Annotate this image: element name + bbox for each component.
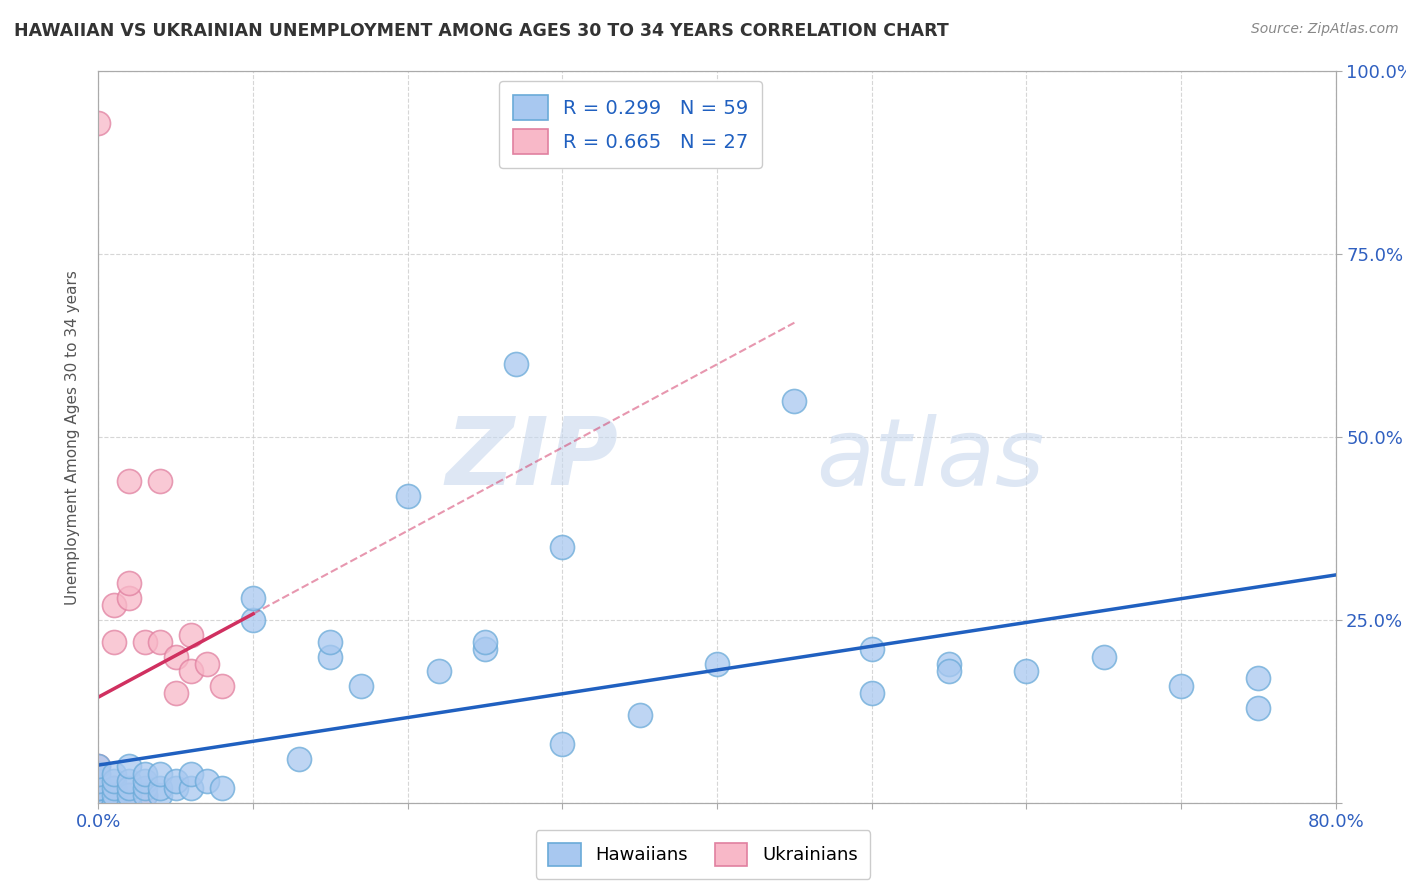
Point — [319, 635, 342, 649]
Point — [180, 766, 202, 780]
Point — [427, 664, 450, 678]
Point — [87, 766, 110, 780]
Point — [87, 773, 110, 788]
Point — [319, 649, 342, 664]
Point — [396, 489, 419, 503]
Point — [87, 789, 110, 803]
Point — [242, 591, 264, 605]
Point — [103, 773, 125, 788]
Point — [118, 576, 141, 591]
Legend: Hawaiians, Ukrainians: Hawaiians, Ukrainians — [536, 830, 870, 879]
Point — [149, 781, 172, 796]
Point — [149, 789, 172, 803]
Point — [474, 642, 496, 657]
Point — [195, 773, 218, 788]
Text: ZIP: ZIP — [446, 413, 619, 505]
Point — [103, 599, 125, 613]
Point — [87, 796, 110, 810]
Point — [134, 789, 156, 803]
Point — [938, 657, 960, 671]
Point — [706, 657, 728, 671]
Text: Source: ZipAtlas.com: Source: ZipAtlas.com — [1251, 22, 1399, 37]
Point — [134, 635, 156, 649]
Text: HAWAIIAN VS UKRAINIAN UNEMPLOYMENT AMONG AGES 30 TO 34 YEARS CORRELATION CHART: HAWAIIAN VS UKRAINIAN UNEMPLOYMENT AMONG… — [14, 22, 949, 40]
Point — [165, 686, 187, 700]
Point — [628, 708, 651, 723]
Point — [118, 781, 141, 796]
Point — [149, 766, 172, 780]
Point — [505, 357, 527, 371]
Point — [180, 781, 202, 796]
Y-axis label: Unemployment Among Ages 30 to 34 years: Unemployment Among Ages 30 to 34 years — [65, 269, 80, 605]
Point — [165, 781, 187, 796]
Point — [118, 796, 141, 810]
Point — [1247, 672, 1270, 686]
Point — [149, 474, 172, 488]
Point — [783, 393, 806, 408]
Point — [103, 781, 125, 796]
Point — [211, 679, 233, 693]
Point — [87, 796, 110, 810]
Point — [551, 737, 574, 751]
Point — [87, 789, 110, 803]
Point — [211, 781, 233, 796]
Point — [165, 773, 187, 788]
Point — [103, 766, 125, 780]
Point — [87, 781, 110, 796]
Point — [103, 635, 125, 649]
Legend: R = 0.299   N = 59, R = 0.665   N = 27: R = 0.299 N = 59, R = 0.665 N = 27 — [499, 81, 762, 168]
Point — [242, 613, 264, 627]
Point — [87, 759, 110, 773]
Point — [118, 789, 141, 803]
Point — [938, 664, 960, 678]
Point — [1247, 700, 1270, 714]
Point — [118, 789, 141, 803]
Point — [165, 649, 187, 664]
Point — [118, 759, 141, 773]
Point — [103, 796, 125, 810]
Point — [350, 679, 373, 693]
Point — [87, 759, 110, 773]
Point — [134, 766, 156, 780]
Point — [103, 796, 125, 810]
Point — [474, 635, 496, 649]
Point — [134, 789, 156, 803]
Point — [134, 773, 156, 788]
Point — [1170, 679, 1192, 693]
Point — [134, 781, 156, 796]
Point — [1092, 649, 1115, 664]
Point — [118, 591, 141, 605]
Point — [149, 635, 172, 649]
Point — [288, 752, 311, 766]
Text: atlas: atlas — [815, 414, 1045, 505]
Point — [103, 789, 125, 803]
Point — [180, 664, 202, 678]
Point — [87, 781, 110, 796]
Point — [195, 657, 218, 671]
Point — [87, 115, 110, 129]
Point — [118, 474, 141, 488]
Point — [87, 773, 110, 788]
Point — [860, 642, 883, 657]
Point — [180, 627, 202, 641]
Point — [551, 540, 574, 554]
Point — [87, 796, 110, 810]
Point — [87, 796, 110, 810]
Point — [103, 796, 125, 810]
Point — [118, 773, 141, 788]
Point — [103, 789, 125, 803]
Point — [860, 686, 883, 700]
Point — [87, 789, 110, 803]
Point — [87, 796, 110, 810]
Point — [103, 781, 125, 796]
Point — [87, 766, 110, 780]
Point — [1015, 664, 1038, 678]
Point — [87, 781, 110, 796]
Point — [87, 796, 110, 810]
